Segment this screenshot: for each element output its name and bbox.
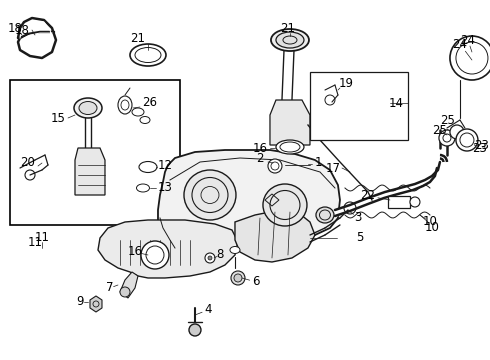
Polygon shape [90, 296, 102, 312]
Ellipse shape [276, 32, 304, 48]
Text: 24: 24 [461, 33, 475, 46]
Circle shape [231, 271, 245, 285]
Text: 16: 16 [252, 141, 268, 154]
Text: 16: 16 [127, 246, 143, 258]
Ellipse shape [118, 96, 132, 114]
Text: 1: 1 [314, 156, 322, 168]
Circle shape [234, 274, 242, 282]
Bar [10, 80, 180, 225]
Text: 17: 17 [325, 162, 341, 175]
Text: 21: 21 [130, 32, 146, 45]
Ellipse shape [139, 162, 157, 172]
Text: 8: 8 [216, 248, 223, 261]
Text: 20: 20 [21, 156, 35, 168]
Text: 9: 9 [76, 296, 84, 309]
Ellipse shape [74, 98, 102, 118]
Text: 6: 6 [252, 275, 260, 288]
Text: 18: 18 [7, 22, 23, 35]
Circle shape [439, 130, 455, 146]
Circle shape [450, 125, 464, 139]
Ellipse shape [137, 184, 149, 192]
Ellipse shape [276, 140, 304, 154]
Polygon shape [75, 148, 105, 195]
Ellipse shape [263, 184, 307, 226]
Circle shape [141, 241, 169, 269]
Circle shape [208, 256, 212, 260]
Bar [388, 196, 410, 208]
Text: 11: 11 [27, 237, 43, 249]
Circle shape [410, 197, 420, 207]
Ellipse shape [140, 117, 150, 123]
Text: 19: 19 [339, 77, 353, 90]
Text: 10: 10 [422, 216, 438, 229]
Text: 23: 23 [474, 139, 490, 152]
Polygon shape [120, 272, 138, 298]
Ellipse shape [316, 207, 334, 223]
Polygon shape [158, 150, 340, 252]
Text: 18: 18 [15, 23, 29, 36]
Ellipse shape [271, 29, 309, 51]
Text: 24: 24 [452, 37, 467, 50]
Text: 12: 12 [157, 158, 172, 171]
Ellipse shape [132, 108, 144, 116]
Circle shape [456, 129, 478, 151]
Text: 4: 4 [204, 303, 212, 316]
Circle shape [443, 134, 451, 142]
Ellipse shape [79, 102, 97, 114]
Text: 22: 22 [361, 189, 375, 202]
Text: 11: 11 [34, 231, 49, 244]
Text: 7: 7 [106, 282, 114, 294]
Polygon shape [235, 210, 315, 262]
Text: 10: 10 [424, 221, 440, 234]
Circle shape [205, 253, 215, 263]
Circle shape [189, 324, 201, 336]
Circle shape [268, 159, 282, 173]
Text: 21: 21 [280, 22, 295, 35]
Text: 2: 2 [256, 152, 264, 165]
Text: 25: 25 [433, 123, 447, 136]
Text: 15: 15 [50, 112, 66, 125]
Text: 26: 26 [143, 95, 157, 108]
Ellipse shape [184, 170, 236, 220]
Text: 5: 5 [356, 231, 364, 244]
Text: 14: 14 [389, 96, 403, 109]
Circle shape [120, 287, 130, 297]
Text: 23: 23 [472, 141, 488, 154]
Text: 25: 25 [441, 113, 455, 126]
Polygon shape [98, 220, 238, 278]
Ellipse shape [230, 247, 240, 253]
Ellipse shape [130, 44, 166, 66]
Circle shape [450, 36, 490, 80]
Text: 3: 3 [354, 211, 362, 225]
Bar [310, 72, 408, 140]
Text: 13: 13 [158, 181, 172, 194]
Polygon shape [270, 100, 310, 145]
